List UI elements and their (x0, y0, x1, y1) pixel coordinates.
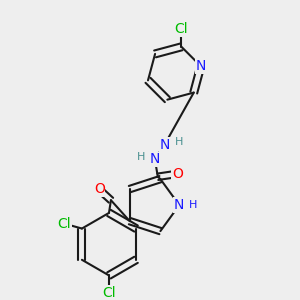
Text: N: N (196, 59, 206, 73)
Text: H: H (189, 200, 197, 210)
Text: Cl: Cl (102, 286, 116, 300)
Text: Cl: Cl (58, 217, 71, 231)
Text: O: O (172, 167, 183, 181)
Text: N: N (174, 198, 184, 212)
Text: H: H (175, 136, 184, 147)
Text: N: N (150, 152, 160, 166)
Text: Cl: Cl (175, 22, 188, 36)
Text: O: O (94, 182, 105, 197)
Text: N: N (160, 137, 170, 152)
Text: H: H (137, 152, 146, 162)
